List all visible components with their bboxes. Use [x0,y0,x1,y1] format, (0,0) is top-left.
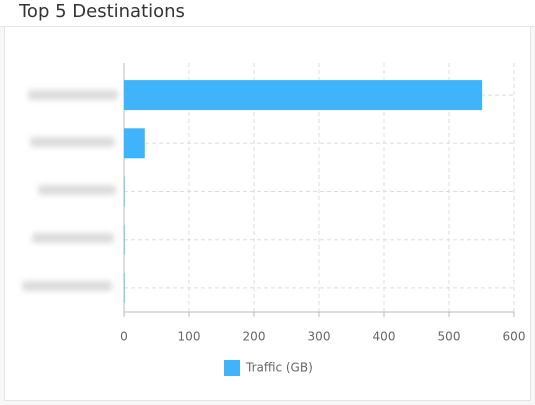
panel-header: Top 5 Destinations [0,0,535,27]
panel [4,0,531,401]
bar [124,176,125,207]
bar [124,224,125,255]
bar [124,80,483,111]
x-tick-label: 400 [373,330,396,344]
hidden-labels [22,90,118,291]
x-tick-label: 300 [308,330,331,344]
bar [124,128,145,159]
x-tick-label: 500 [438,330,461,344]
legend-swatch [224,360,240,376]
x-tick-label: 0 [120,330,128,344]
legend-label: Traffic (GB) [245,361,313,375]
x-tick-label: 100 [178,330,201,344]
x-tick-label: 600 [503,330,526,344]
x-tick-label: 200 [243,330,266,344]
panel-title: Top 5 Destinations [19,1,185,22]
bar [124,272,125,303]
